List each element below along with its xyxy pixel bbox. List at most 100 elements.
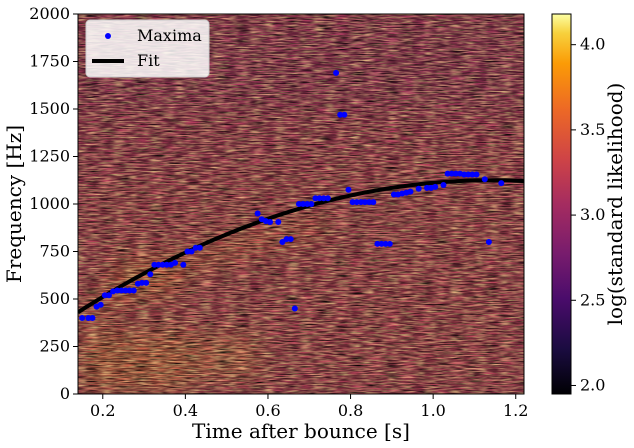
x-tick-label: 0.2 <box>90 401 115 420</box>
maxima-point <box>452 170 459 177</box>
heatmap <box>78 14 524 394</box>
y-tick-label: 2000 <box>29 4 70 23</box>
legend: Maxima Fit <box>85 19 210 78</box>
legend-maxima-label: Maxima <box>137 26 202 45</box>
y-tick-label: 1500 <box>29 99 70 118</box>
maxima-point <box>432 183 439 190</box>
maxima-point <box>357 199 364 206</box>
maxima-point <box>283 236 290 243</box>
maxima-point <box>196 244 203 251</box>
y-tick-label: 0 <box>60 384 70 403</box>
maxima-point <box>85 315 92 321</box>
maxima-point <box>101 292 108 299</box>
maxima-point <box>308 201 315 207</box>
colorbar-tick-label: 3.5 <box>580 120 605 139</box>
maxima-point <box>382 240 389 247</box>
colorbar: 2.0 2.5 3.0 3.5 4.0 log(standard likelihood) <box>551 13 627 395</box>
maxima-point <box>192 244 199 251</box>
maxima-point <box>172 259 179 266</box>
maxima-point <box>291 305 298 312</box>
maxima-point <box>461 171 468 178</box>
maxima-point <box>143 279 150 286</box>
x-tick-label: 0.6 <box>255 401 280 420</box>
maxima-point <box>79 315 86 321</box>
fit-curve <box>78 178 524 314</box>
legend-fit-label: Fit <box>137 51 160 70</box>
maxima-point <box>180 261 187 268</box>
maxima-point <box>295 201 302 207</box>
maxima-point <box>345 186 352 193</box>
maxima-point <box>469 171 476 178</box>
maxima-point <box>105 292 112 299</box>
maxima-point <box>498 180 505 187</box>
y-tick-label: 1000 <box>29 194 70 213</box>
maxima-point <box>333 69 340 76</box>
colorbar-tick-label: 2.0 <box>580 375 605 394</box>
maxima-point <box>300 201 307 207</box>
maxima-point <box>118 287 125 294</box>
maxima-point <box>386 240 393 247</box>
maxima-point <box>440 182 447 188</box>
maxima-point <box>139 279 146 286</box>
y-axis: 0 250 500 750 1000 1250 1500 1750 2000 <box>29 4 78 403</box>
colorbar-tick-label: 3.0 <box>580 205 605 224</box>
maxima-point <box>287 236 294 243</box>
maxima-point <box>341 111 348 118</box>
maxima-point <box>275 219 282 226</box>
colorbar-label: log(standard likelihood) <box>603 83 627 326</box>
maxima-point <box>122 287 129 294</box>
maxima-point <box>473 171 480 178</box>
maxima-point <box>465 171 472 178</box>
maxima-point <box>349 199 356 206</box>
maxima-point <box>407 188 414 195</box>
maxima-point <box>312 195 319 202</box>
legend-maxima-marker <box>105 33 111 39</box>
maxima-point <box>362 199 369 206</box>
maxima-point <box>448 170 455 177</box>
y-tick-label: 1250 <box>29 147 70 166</box>
maxima-point <box>155 261 162 268</box>
x-tick-label: 0.4 <box>173 401 198 420</box>
maxima-point <box>374 240 381 247</box>
x-axis: 0.2 0.4 0.6 0.8 1.0 1.2 <box>90 394 528 420</box>
maxima-point <box>353 199 360 206</box>
maxima-point <box>163 261 170 268</box>
y-tick-label: 500 <box>39 289 70 308</box>
y-tick-label: 250 <box>39 337 70 356</box>
maxima-point <box>89 315 96 321</box>
maxima-point <box>188 248 195 255</box>
maxima-point <box>147 271 154 278</box>
maxima-point <box>267 219 274 226</box>
colorbar-tick-label: 2.5 <box>580 290 605 309</box>
colorbar-ticks: 2.0 2.5 3.0 3.5 4.0 <box>571 35 605 394</box>
maxima-point <box>126 287 133 294</box>
y-axis-label: Frequency [Hz] <box>2 125 26 283</box>
maxima-point <box>378 240 385 247</box>
maxima-point <box>370 199 377 206</box>
maxima-point <box>304 201 311 207</box>
maxima-point <box>151 261 158 268</box>
maxima-point <box>159 261 166 268</box>
maxima-point <box>324 195 331 202</box>
maxima-point <box>481 176 488 183</box>
y-tick-label: 750 <box>39 242 70 261</box>
maxima-point <box>316 195 323 202</box>
colorbar-gradient <box>551 13 572 395</box>
colorbar-tick-label: 4.0 <box>580 35 605 54</box>
y-tick-label: 1750 <box>29 52 70 71</box>
maxima-point <box>390 191 397 198</box>
maxima-series <box>79 69 505 321</box>
x-tick-label: 1.2 <box>503 401 528 420</box>
maxima-point <box>366 199 373 206</box>
maxima-point <box>320 195 327 202</box>
maxima-point <box>97 301 104 308</box>
maxima-point <box>423 184 430 191</box>
x-tick-label: 1.0 <box>420 401 445 420</box>
maxima-point <box>444 170 451 177</box>
maxima-point <box>485 239 492 245</box>
x-tick-label: 0.8 <box>338 401 363 420</box>
maxima-point <box>114 287 121 294</box>
maxima-point <box>337 111 344 118</box>
maxima-point <box>184 248 191 255</box>
